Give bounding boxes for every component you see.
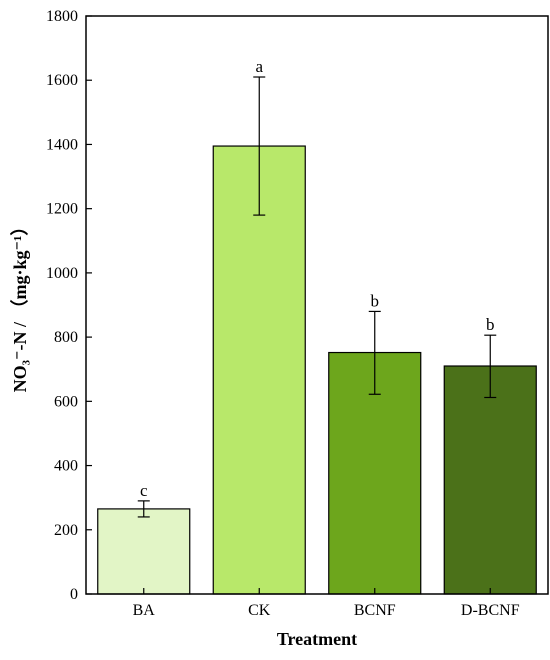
- significance-label-ba: c: [140, 481, 148, 500]
- significance-label-bcnf: b: [371, 291, 380, 310]
- x-tick-label-ba: BA: [133, 602, 156, 619]
- y-axis-title: NO₃⁻-N / （mg·kg⁻¹）: [10, 218, 30, 393]
- error-bar-ck: [253, 76, 266, 216]
- significance-labels: c a b b: [140, 57, 495, 500]
- significance-label-d-bcnf: b: [486, 315, 495, 334]
- x-tick-label-bcnf: BCNF: [354, 602, 396, 619]
- y-tick-label: 1600: [46, 72, 78, 89]
- x-tick-label-ck: CK: [248, 602, 271, 619]
- error-bar-d-bcnf: [484, 334, 497, 399]
- y-axis-ticks: 0 200 400 600 800 1000 1200 1400 1600 1800: [46, 8, 92, 603]
- y-tick-label: 200: [54, 522, 78, 539]
- y-tick-label: 800: [54, 329, 78, 346]
- significance-label-ck: a: [255, 57, 263, 76]
- y-tick-label: 1400: [46, 136, 78, 153]
- error-bar-bcnf: [368, 310, 381, 395]
- x-tick-label-d-bcnf: D-BCNF: [461, 602, 520, 619]
- y-tick-label: 0: [70, 586, 78, 603]
- bar-ba: [97, 508, 191, 595]
- error-bars-group: [137, 76, 497, 518]
- y-tick-label: 1800: [46, 8, 78, 25]
- bars-group: [97, 145, 537, 595]
- x-axis-ticks: BA CK BCNF D-BCNF: [133, 588, 520, 619]
- x-axis-title: Treatment: [277, 629, 357, 649]
- y-tick-label: 400: [54, 458, 78, 475]
- bar-d-bcnf: [443, 365, 537, 595]
- error-bar-ba: [137, 500, 150, 518]
- y-tick-label: 1200: [46, 201, 78, 218]
- y-tick-label: 600: [54, 393, 78, 410]
- y-tick-label: 1000: [46, 265, 78, 282]
- plot-frame: [85, 15, 549, 595]
